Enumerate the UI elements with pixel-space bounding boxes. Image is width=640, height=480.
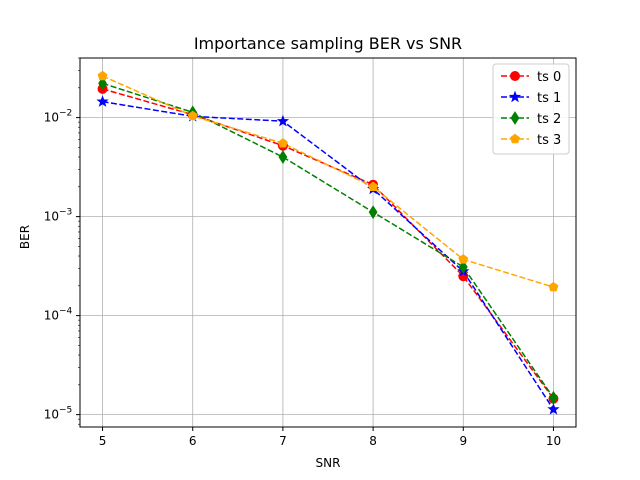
y-tick-label: 10−4: [44, 307, 73, 323]
series-line-ts-2: [102, 82, 555, 399]
data-point-ts-2: [549, 390, 558, 405]
data-point-ts-3: [368, 181, 379, 192]
data-point-ts-1: [547, 402, 560, 415]
legend-item: ts 2: [501, 111, 561, 127]
legend-item: ts 1: [501, 90, 561, 106]
x-tick-label: 9: [459, 434, 467, 448]
legend-label: ts 2: [537, 112, 561, 127]
y-axis-label: BER: [18, 225, 32, 249]
x-axis-label: SNR: [316, 456, 341, 470]
x-axis-ticks: 5 6 7 8 9 10: [99, 427, 561, 448]
series-lines: [102, 75, 555, 410]
x-tick-label: 7: [279, 434, 287, 448]
legend: ts 0 ts 1 ts 2 ts 3: [492, 63, 570, 155]
legend-marker: [508, 90, 522, 103]
y-tick-base: 10: [44, 309, 59, 323]
data-point-ts-3: [277, 138, 288, 148]
y-tick-base: 10: [44, 210, 59, 224]
series-line-ts-3: [102, 75, 554, 288]
x-tick-label: 10: [546, 434, 561, 448]
y-tick-label: 10−5: [44, 406, 73, 422]
y-tick-exponent: −2: [59, 109, 72, 119]
y-tick-label: 10−3: [44, 208, 73, 224]
data-point-ts-3: [97, 70, 108, 81]
chart-title: Importance sampling BER vs SNR: [194, 34, 462, 53]
y-tick-exponent: −3: [59, 208, 72, 218]
x-tick-label: 8: [369, 434, 377, 448]
legend-item: ts 0: [501, 70, 561, 85]
series-line-ts-1: [102, 100, 555, 410]
data-point-ts-1: [96, 95, 109, 107]
data-point-ts-3: [187, 110, 198, 121]
data-point-ts-2: [98, 76, 107, 91]
y-tick-label: 10−2: [44, 109, 73, 125]
data-point-ts-2: [278, 150, 288, 164]
data-point-ts-1: [276, 114, 290, 127]
data-point-ts-3: [548, 281, 559, 292]
legend-marker: [510, 71, 520, 81]
data-point-ts-2: [368, 205, 378, 220]
plot-frame: [79, 57, 577, 428]
legend-marker: [510, 111, 520, 125]
y-tick-exponent: −5: [59, 406, 72, 416]
legend-label: ts 1: [537, 91, 561, 106]
legend-marker: [510, 133, 520, 144]
series-markers: [96, 70, 560, 415]
x-tick-label: 6: [189, 434, 197, 448]
legend-label: ts 0: [537, 70, 561, 85]
legend-label: ts 3: [537, 133, 561, 148]
data-point-ts-2: [458, 260, 468, 274]
legend-box: [492, 63, 570, 155]
y-axis-ticks: 10−510−410−310−2: [44, 57, 80, 425]
legend-item: ts 3: [501, 133, 561, 148]
y-tick-exponent: −4: [59, 307, 73, 317]
x-tick-label: 5: [99, 434, 107, 448]
y-tick-base: 10: [44, 408, 59, 422]
y-tick-base: 10: [44, 111, 59, 125]
data-point-ts-3: [458, 254, 469, 264]
